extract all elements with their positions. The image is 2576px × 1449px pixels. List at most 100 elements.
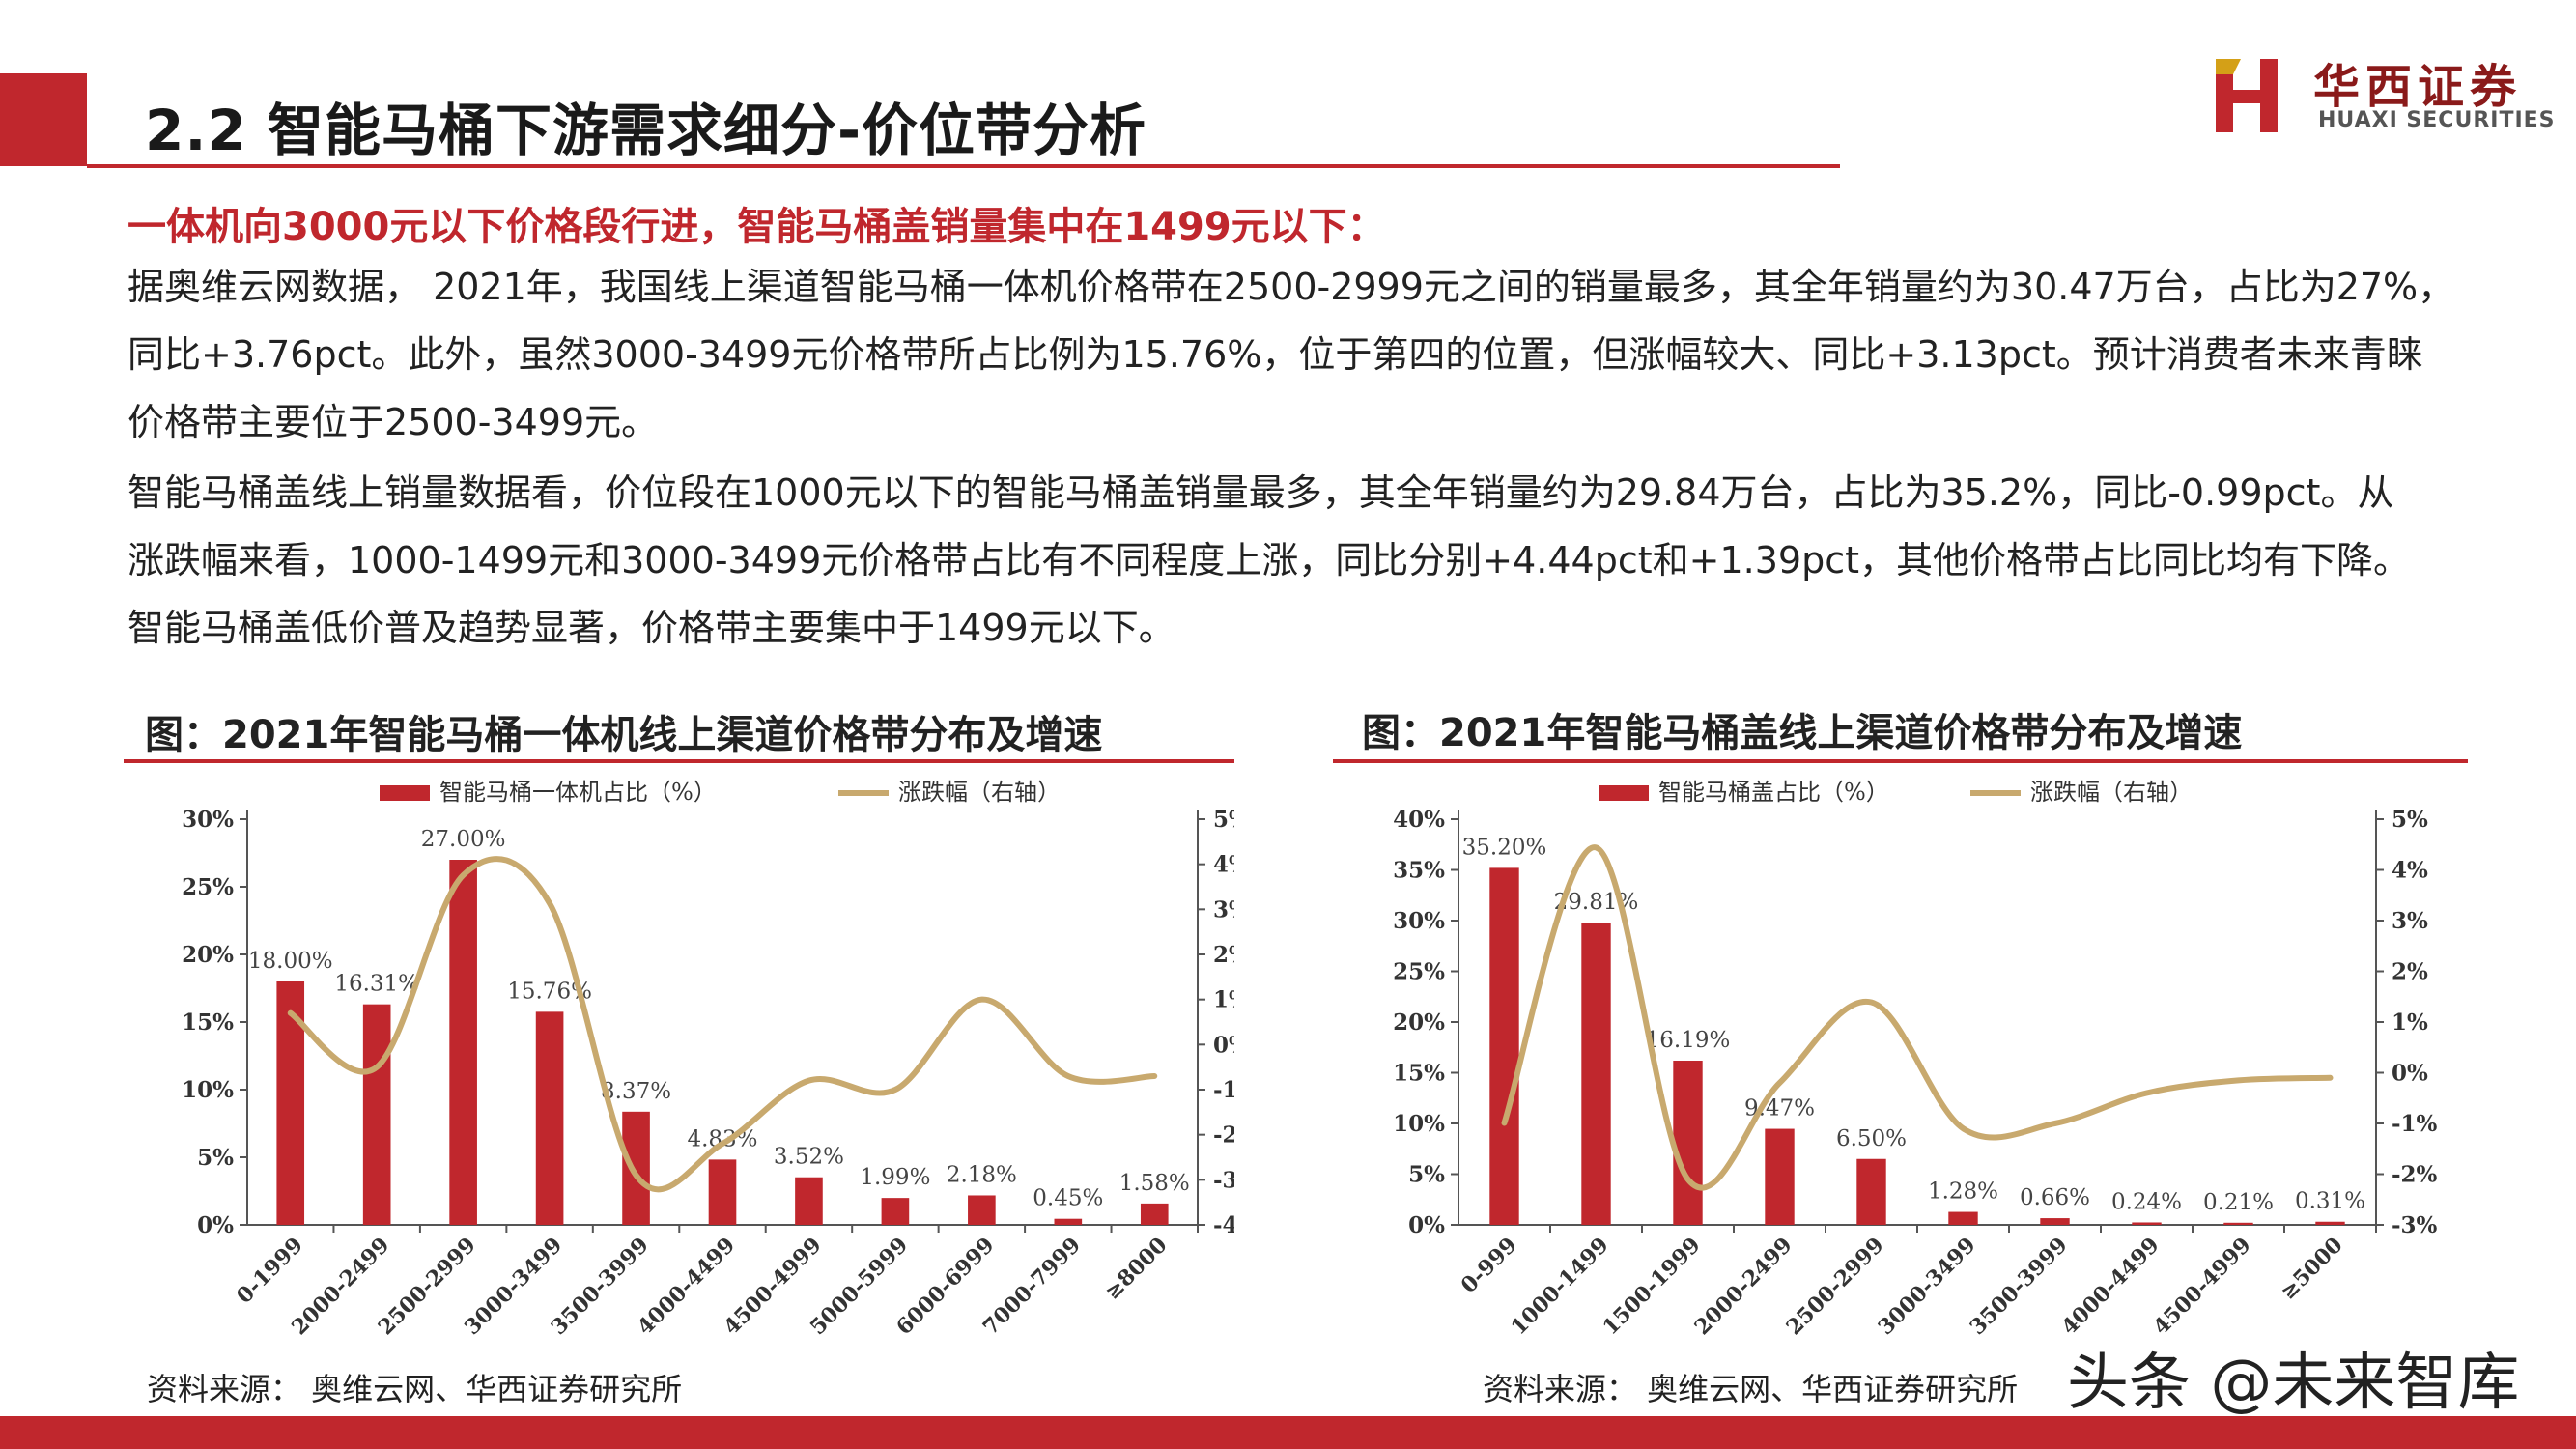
paragraph-line: 据奥维云网数据， 2021年，我国线上渠道智能马桶一体机价格带在2500-299… (127, 266, 2455, 308)
bar-data-label: 1.99% (860, 1165, 930, 1190)
bar-data-label: 27.00% (421, 827, 506, 852)
chart-2-source: 资料来源： 奥维云网、华西证券研究所 (1483, 1371, 2019, 1407)
page-title: 2.2 智能马桶下游需求细分-价位带分析 (145, 98, 1147, 163)
bar-data-label: 0.66% (2020, 1185, 2090, 1210)
bar (708, 1159, 737, 1225)
bar-data-label: 3.52% (774, 1145, 844, 1170)
left-tick-label: 25% (182, 874, 234, 900)
bar (968, 1195, 996, 1225)
right-tick-label: 5% (1213, 807, 1234, 833)
bar-data-label: 0.31% (2295, 1189, 2365, 1214)
right-tick-label: 4% (2392, 858, 2428, 884)
chart-2-price-band-seat-cover: 智能马桶盖占比（%） 涨跌幅（右轴） 0% 5% 10% 15% 20% 25% 30% 35% 4… (1393, 779, 2438, 1340)
bar (2223, 1222, 2253, 1225)
bar-data-label: 0.21% (2203, 1190, 2274, 1215)
bar-data-label: 1.28% (1928, 1179, 1998, 1205)
bar-data-label: 16.31% (334, 972, 419, 997)
chart-1-source: 资料来源： 奥维云网、华西证券研究所 (147, 1371, 683, 1407)
left-tick-label: 10% (182, 1077, 234, 1103)
category-label: 3500-3999 (1965, 1233, 2072, 1340)
right-tick-label: -1% (1213, 1077, 1234, 1103)
left-tick-label: 25% (1393, 959, 1445, 985)
chart-1-divider (124, 759, 1234, 763)
growth-line (1501, 844, 2334, 1191)
paragraph-2: 智能马桶盖线上销量数据看，价位段在1000元以下的智能马桶盖销量最多，其全年销量… (127, 459, 2410, 662)
category-label: 2500-2999 (1781, 1233, 1888, 1340)
right-tick-label: 2% (1213, 942, 1234, 968)
right-tick-label: 2% (2392, 959, 2428, 985)
paragraph-line: 智能马桶盖线上销量数据看，价位段在1000元以下的智能马桶盖销量最多，其全年销量… (127, 471, 2394, 514)
paragraph-1: 据奥维云网数据， 2021年，我国线上渠道智能马桶一体机价格带在2500-299… (127, 253, 2454, 456)
bar (1856, 1158, 1886, 1225)
bar-data-label: 16.19% (1646, 1028, 1731, 1053)
left-tick-label: 30% (182, 807, 234, 833)
category-label: 4500-4999 (2148, 1233, 2255, 1340)
paragraph-line: 智能马桶盖低价普及趋势显著，价格带主要集中于1499元以下。 (127, 607, 1175, 649)
right-tick-label: -2% (2392, 1162, 2438, 1188)
legend-bar-swatch (380, 785, 430, 801)
category-label: 2000-2499 (1689, 1233, 1797, 1340)
footer-accent-bar (0, 1416, 2576, 1449)
left-tick-label: 20% (182, 942, 234, 968)
bar (1054, 1218, 1083, 1225)
chart-2-title: 图：2021年智能马桶盖线上渠道价格带分布及增速 (1362, 711, 2243, 755)
bar (2040, 1218, 2070, 1225)
left-tick-label: 40% (1393, 807, 1445, 833)
left-tick-label: 15% (182, 1009, 234, 1036)
category-label: 1500-1999 (1598, 1233, 1705, 1340)
right-tick-label: 4% (1213, 852, 1234, 878)
bar (362, 1004, 391, 1225)
bar (1948, 1211, 1978, 1225)
huaxi-logo-icon (2216, 59, 2278, 132)
right-tick-label: 0% (2392, 1061, 2428, 1087)
left-tick-label: 5% (1408, 1162, 1445, 1188)
category-label: 1000-1499 (1506, 1233, 1613, 1340)
category-label: 3000-3499 (1873, 1233, 1980, 1340)
category-label: 0-999 (1457, 1233, 1522, 1298)
bar (2132, 1222, 2162, 1225)
right-tick-label: -3% (2392, 1212, 2438, 1238)
right-tick-label: -3% (1213, 1167, 1234, 1193)
left-tick-label: 35% (1393, 858, 1445, 884)
left-tick-label: 15% (1393, 1061, 1445, 1087)
bar (2315, 1221, 2345, 1225)
bar (1581, 922, 1611, 1225)
bar-data-label: 35.20% (1462, 835, 1547, 860)
title-accent-bar (0, 73, 87, 166)
right-tick-label: 3% (1213, 896, 1234, 923)
bar (1765, 1128, 1795, 1225)
right-tick-label: 5% (2392, 807, 2428, 833)
legend-line-label: 涨跌幅（右轴） (898, 779, 1061, 806)
watermark: 头条 @未来智库 (2067, 1348, 2520, 1419)
right-tick-label: -1% (2392, 1111, 2438, 1137)
category-label: ≥5000 (2276, 1233, 2348, 1305)
left-tick-label: 30% (1393, 908, 1445, 934)
left-tick-label: 5% (197, 1145, 234, 1171)
paragraph-line: 涨跌幅来看，1000-1499元和3000-3499元价格带占比有不同程度上涨，… (127, 539, 2410, 582)
bar-data-label: 18.00% (248, 949, 333, 974)
legend-bar-label: 智能马桶一体机占比（%） (439, 779, 717, 806)
key-takeaway: 一体机向3000元以下价格段行进，智能马桶盖销量集中在1499元以下： (127, 205, 1386, 249)
right-tick-label: 0% (1213, 1032, 1234, 1058)
bar-data-label: 0.24% (2111, 1189, 2182, 1214)
bar (1140, 1203, 1169, 1225)
bar-data-label: 4.83% (687, 1126, 757, 1151)
right-tick-label: 1% (1213, 987, 1234, 1013)
growth-line (287, 856, 1158, 1193)
paragraph-line: 价格带主要位于2500-3499元。 (127, 401, 659, 443)
bar (881, 1198, 910, 1225)
legend-bar-label: 智能马桶盖占比（%） (1658, 779, 1889, 806)
logo-text-en: HUAXI SECURITIES (2318, 108, 2556, 132)
chart-2-divider (1333, 759, 2468, 763)
paragraph-line: 同比+3.76pct。此外，虽然3000-3499元价格带所占比例为15.76%… (127, 333, 2423, 376)
right-tick-label: 3% (2392, 908, 2428, 934)
bar-data-label: 0.45% (1033, 1186, 1103, 1211)
title-divider (87, 164, 1840, 168)
left-tick-label: 20% (1393, 1009, 1445, 1036)
right-tick-label: -4% (1213, 1212, 1234, 1238)
bar-data-label: 8.37% (601, 1079, 671, 1104)
bar-data-label: 6.50% (1836, 1126, 1907, 1151)
legend-line-label: 涨跌幅（右轴） (2030, 779, 2193, 806)
bar (1673, 1061, 1703, 1225)
right-tick-label: -2% (1213, 1122, 1234, 1149)
